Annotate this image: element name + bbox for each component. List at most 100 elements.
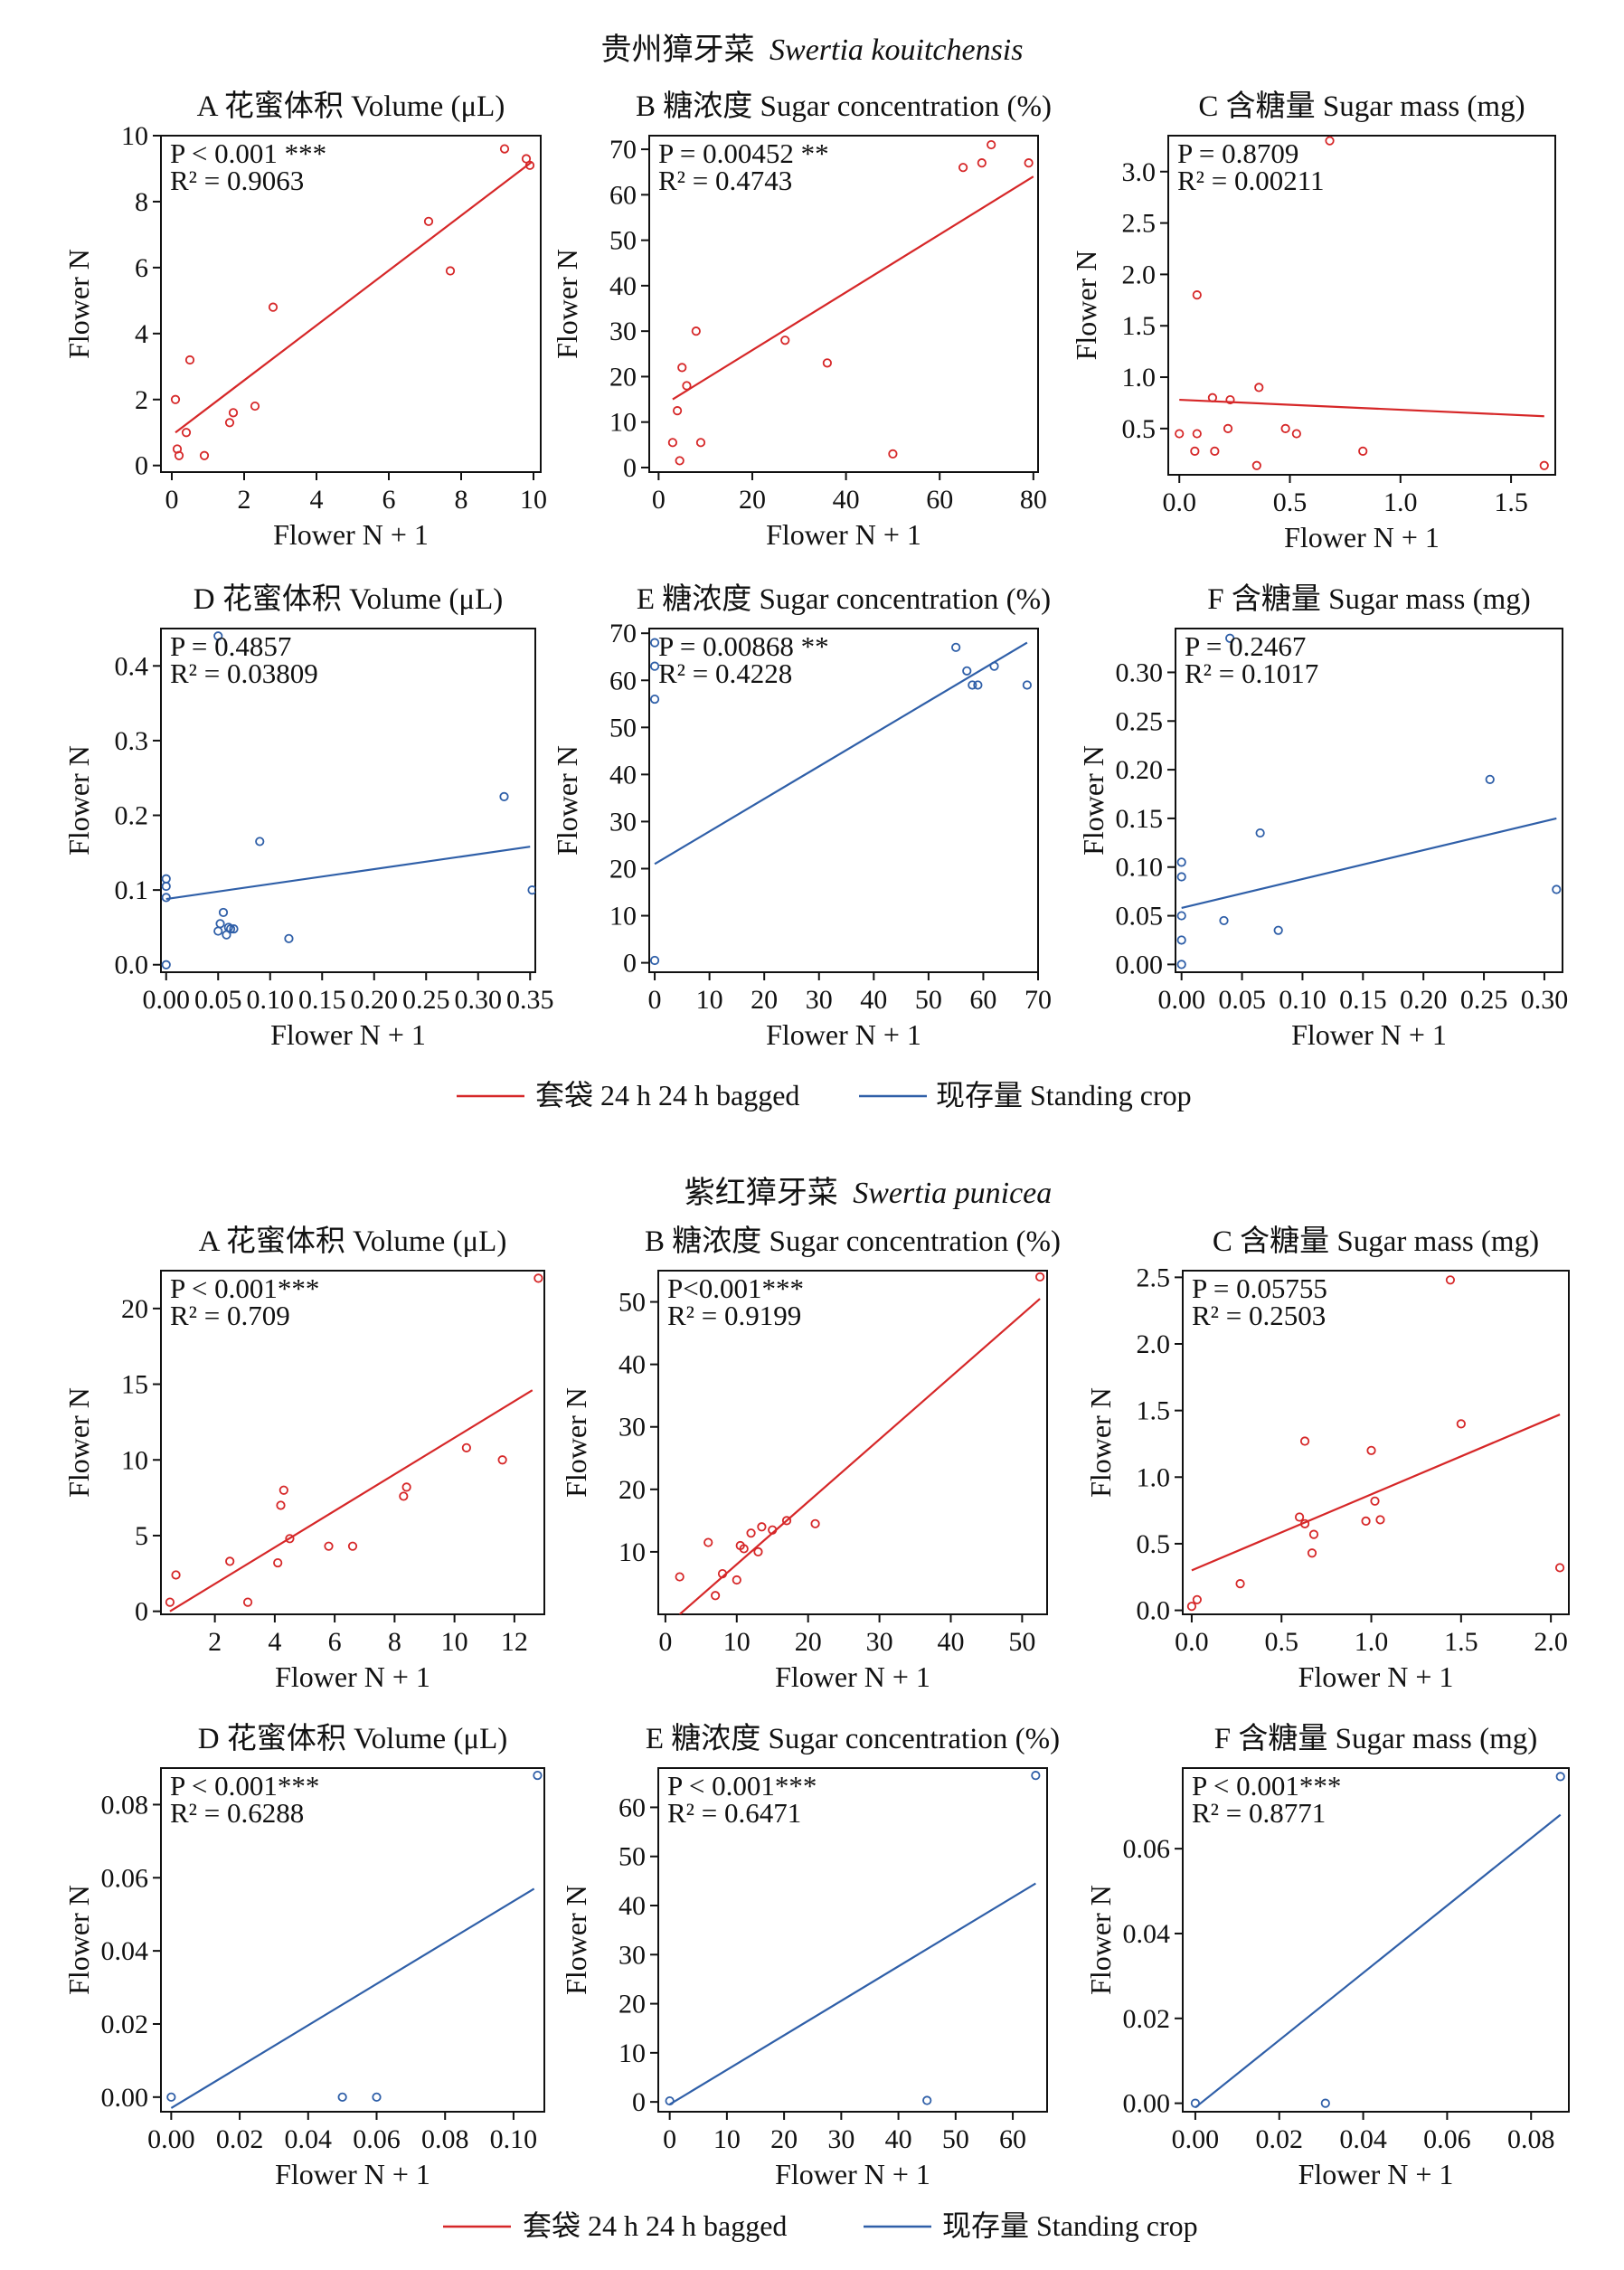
panel-1-3: D 花蜜体积 Volume (μL) 0.00 0.02 0.04 0.06 0.08 0.…	[62, 1722, 545, 2190]
y-tick-label: 8	[135, 187, 148, 217]
y-tick-label: 15	[121, 1370, 148, 1400]
x-axis-label: Flower N + 1	[766, 518, 921, 551]
plot-frame	[160, 1270, 545, 1615]
y-tick-label: 0.00	[1116, 950, 1164, 979]
data-point	[757, 1522, 767, 1532]
data-point	[1186, 1602, 1197, 1612]
y-axis-label: Flower N	[551, 249, 583, 359]
y-axis-label: Flower N	[560, 1885, 592, 1995]
p-value-text: P = 0.00452 **	[658, 137, 829, 169]
x-tick-label: 6	[382, 485, 396, 515]
x-tick-label: 0.5	[1264, 1627, 1298, 1657]
plot-marks	[1176, 633, 1562, 969]
y-tick-label: 30	[618, 1940, 646, 1970]
data-point	[989, 661, 999, 671]
panel-title: C 含糖量 Sugar mass (mg)	[1198, 90, 1525, 123]
data-point	[717, 1568, 728, 1579]
data-point	[423, 216, 434, 226]
data-point	[242, 1597, 253, 1607]
y-tick-label: 0.5	[1137, 1529, 1171, 1559]
x-tick-label: 10	[520, 485, 547, 515]
y-tick-label: 20	[609, 854, 637, 884]
data-point	[649, 694, 660, 705]
r-squared-text: R² = 0.8771	[1192, 1797, 1326, 1829]
x-tick-label: 40	[860, 985, 887, 1015]
y-tick-label: 0.08	[101, 1790, 149, 1820]
y-tick-label: 0	[623, 949, 637, 979]
y-tick-label: 0.0	[1137, 1596, 1171, 1626]
x-tick-label: 4	[310, 485, 324, 515]
data-point	[324, 1541, 334, 1551]
y-tick-label: 20	[618, 1990, 646, 2019]
x-axis-label: Flower N + 1	[1284, 521, 1440, 553]
x-tick-label: 0	[652, 485, 666, 515]
r-squared-text: R² = 0.1017	[1185, 657, 1318, 689]
data-point	[987, 139, 996, 150]
y-tick-label: 0.5	[1122, 414, 1157, 444]
section-title-cn: 贵州獐牙菜	[601, 33, 755, 67]
p-value-text: P < 0.001***	[170, 1770, 319, 1802]
x-tick-label: 0.05	[194, 985, 242, 1015]
data-point	[1190, 2098, 1201, 2108]
data-point	[665, 2095, 675, 2106]
plot-frame	[160, 135, 542, 473]
data-point	[888, 449, 898, 459]
data-point	[711, 1591, 721, 1601]
p-value-text: P < 0.001 ***	[170, 137, 326, 169]
x-axis-label: Flower N + 1	[1298, 2158, 1454, 2190]
x-tick-label: 0.25	[402, 985, 450, 1015]
data-point	[255, 837, 265, 847]
p-value-text: P = 0.8709	[1177, 137, 1298, 169]
r-squared-text: R² = 0.4228	[658, 657, 792, 689]
x-tick-label: 0.00	[147, 2124, 195, 2154]
data-point	[284, 933, 294, 943]
plot-marks	[170, 144, 535, 460]
x-tick-label: 1.0	[1383, 487, 1418, 517]
data-point	[1307, 1548, 1317, 1558]
y-tick-label: 0.06	[101, 1863, 149, 1893]
data-point	[649, 638, 660, 648]
x-axis-label: Flower N + 1	[275, 2158, 430, 2190]
y-tick-label: 2.5	[1137, 1263, 1171, 1292]
x-tick-label: 10	[696, 985, 723, 1015]
data-point	[1225, 394, 1235, 405]
x-tick-label: 0.04	[285, 2124, 333, 2154]
data-point	[499, 144, 510, 154]
data-point	[1555, 1772, 1565, 1782]
x-tick-label: 0.5	[1273, 487, 1308, 517]
x-tick-label: 0.00	[143, 985, 191, 1015]
x-tick-label: 20	[770, 2124, 798, 2154]
x-tick-label: 1.5	[1494, 487, 1528, 517]
x-tick-label: 0.20	[351, 985, 399, 1015]
p-value-text: P<0.001***	[667, 1272, 804, 1304]
y-axis-label: Flower N	[62, 1387, 95, 1498]
y-tick-label: 0.2	[115, 801, 149, 831]
x-tick-label: 0.35	[506, 985, 554, 1015]
x-tick-label: 10	[723, 1627, 751, 1657]
data-point	[229, 923, 239, 934]
data-point	[215, 919, 225, 929]
y-tick-label: 1.5	[1122, 311, 1157, 341]
x-tick-label: 0.08	[1507, 2124, 1555, 2154]
data-point	[1445, 1275, 1456, 1285]
p-value-text: P < 0.001***	[170, 1272, 319, 1304]
x-tick-label: 60	[969, 985, 996, 1015]
plot-frame	[657, 1270, 1048, 1615]
legend-standing-label: 现存量 Standing crop	[936, 1079, 1192, 1111]
x-tick-label: 20	[739, 485, 766, 515]
section-title-latin: Swertia punicea	[853, 1177, 1052, 1210]
x-tick-label: 6	[328, 1627, 342, 1657]
y-tick-label: 2.0	[1122, 260, 1157, 289]
data-point	[1320, 2098, 1330, 2108]
data-point	[1024, 158, 1034, 168]
y-tick-label: 0.30	[1116, 657, 1164, 687]
data-point	[199, 450, 210, 460]
y-tick-label: 40	[618, 1350, 646, 1380]
panel-title: F 含糖量 Sugar mass (mg)	[1207, 582, 1531, 616]
data-point	[161, 893, 171, 903]
x-tick-label: 0.02	[1256, 2124, 1304, 2154]
data-point	[1539, 460, 1549, 470]
data-point	[445, 266, 456, 276]
y-tick-label: 40	[618, 1891, 646, 1921]
data-point	[372, 2092, 382, 2102]
